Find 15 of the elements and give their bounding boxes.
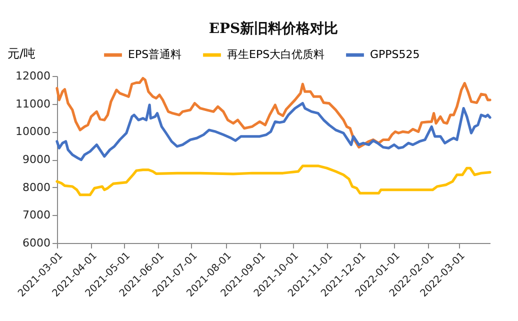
- y-axis-title: 元/吨: [8, 46, 36, 60]
- y-tick-label: 10000: [16, 125, 50, 138]
- legend-label: EPS普通料: [128, 48, 182, 61]
- y-tick-label: 6000: [22, 236, 50, 250]
- line-series: [56, 164, 492, 196]
- y-tick-label: 8000: [22, 180, 50, 194]
- chart-title: EPS新旧料价格对比: [208, 20, 338, 37]
- y-tick-label: 11000: [16, 97, 50, 110]
- y-tick-label: 9000: [22, 153, 50, 166]
- legend-label: 再生EPS大白优质料: [227, 48, 325, 61]
- line-series: [56, 76, 492, 149]
- line-series: [56, 102, 492, 162]
- y-tick-label: 7000: [22, 208, 50, 222]
- legend-label: GPPS525: [370, 48, 420, 61]
- y-tick-label: 12000: [16, 70, 50, 82]
